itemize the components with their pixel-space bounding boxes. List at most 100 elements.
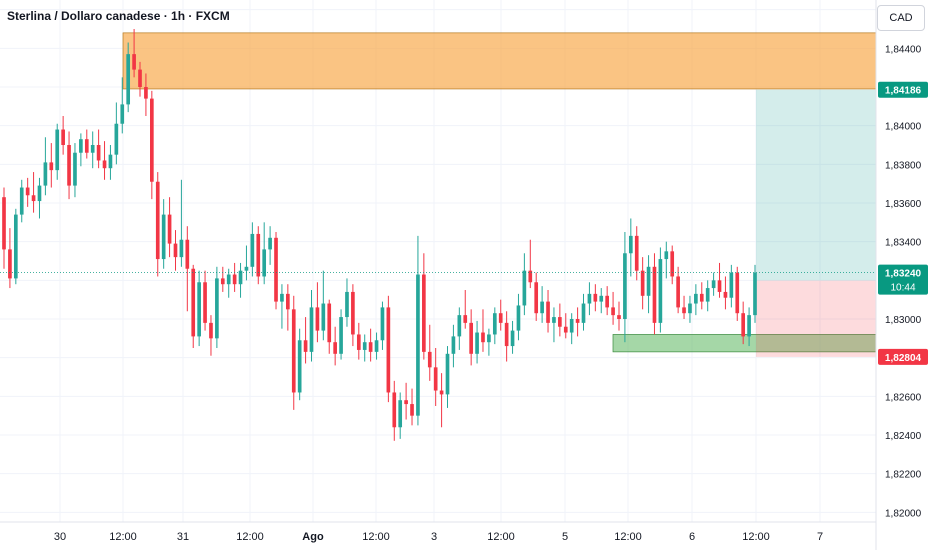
candle — [132, 29, 136, 78]
candle — [640, 257, 645, 310]
candle-body — [747, 315, 751, 337]
candle-body — [268, 237, 272, 250]
candle-body — [132, 54, 136, 70]
candle-body — [753, 272, 757, 316]
candle — [711, 272, 716, 296]
candle-body — [167, 214, 172, 244]
x-tick-label: 6 — [689, 531, 695, 543]
candle — [498, 299, 503, 331]
candle-body — [150, 98, 154, 182]
candle — [475, 320, 479, 364]
candle-body — [291, 309, 296, 393]
candle — [150, 90, 154, 200]
y-tick-label: 1,82200 — [885, 470, 922, 481]
candle — [723, 276, 728, 310]
y-tick-label: 1,83600 — [885, 199, 922, 210]
stop-price-tag: 1,82804 — [885, 353, 922, 364]
candle-body — [274, 237, 278, 302]
candle-body — [422, 274, 426, 352]
candle — [8, 228, 12, 289]
candle-body — [735, 272, 740, 314]
candle-body — [563, 326, 568, 333]
candle-body — [593, 293, 598, 302]
candle-body — [55, 129, 60, 171]
candle — [155, 172, 160, 277]
candle — [144, 73, 148, 116]
candle — [522, 253, 527, 316]
candle-body — [640, 270, 645, 296]
candle — [694, 284, 698, 316]
candle-body — [711, 280, 716, 289]
candle — [445, 346, 450, 408]
chart-title: Sterlina / Dollaro canadese · 1h · FXCM — [7, 9, 230, 23]
candle-body — [617, 315, 621, 319]
candle — [327, 299, 332, 354]
y-tick-label: 1,82000 — [885, 508, 922, 519]
candle-body — [262, 249, 267, 277]
candle — [581, 293, 586, 331]
candle-body — [374, 340, 379, 352]
candle — [729, 264, 734, 308]
candle-body — [587, 293, 592, 304]
x-tick-label: 3 — [431, 531, 437, 543]
candle-body — [688, 303, 692, 314]
candle-body — [73, 152, 77, 186]
candle-body — [197, 282, 201, 337]
candle-body — [510, 330, 515, 347]
candle-body — [463, 315, 468, 323]
candle-body — [345, 291, 349, 318]
candle — [658, 247, 663, 333]
candle-body — [623, 253, 627, 319]
candle — [599, 288, 604, 314]
candle — [274, 232, 278, 310]
candle-body — [179, 239, 184, 258]
candle — [333, 326, 337, 366]
candle-body — [220, 278, 225, 285]
target-price-tag-bg — [878, 81, 928, 98]
candle — [96, 129, 101, 169]
currency-selector[interactable]: CAD — [877, 5, 925, 31]
x-tick-label: 12:00 — [742, 531, 770, 543]
candle-body — [717, 280, 722, 292]
candle — [25, 177, 30, 207]
zone-supply — [122, 32, 877, 90]
candle — [55, 123, 60, 180]
y-tick-label: 1,84000 — [885, 122, 922, 133]
candle-body — [694, 293, 698, 304]
candle — [102, 141, 107, 180]
candle-body — [61, 129, 65, 145]
candle — [404, 382, 408, 420]
candle — [31, 172, 36, 213]
candle-body — [173, 243, 178, 258]
candle-body — [126, 54, 131, 105]
candle — [540, 286, 544, 323]
candle — [623, 232, 627, 343]
candle-body — [439, 390, 444, 395]
stop-price-tag-bg — [878, 348, 928, 365]
candle-body — [108, 154, 113, 169]
candle-body — [404, 400, 408, 405]
candle — [197, 270, 201, 347]
x-tick-label: 12:00 — [109, 531, 137, 543]
candle — [161, 199, 166, 269]
x-tick-label: Ago — [302, 531, 324, 543]
candle — [339, 309, 343, 360]
candle-body — [552, 317, 556, 323]
candle — [179, 179, 184, 267]
candle — [569, 313, 574, 345]
candle — [79, 133, 83, 167]
candle — [67, 131, 71, 200]
candle-body — [457, 315, 462, 337]
candle-body — [451, 336, 456, 354]
candle-body — [546, 301, 550, 323]
candle — [2, 187, 6, 269]
candle — [741, 301, 746, 345]
candle — [203, 270, 207, 331]
y-tick-label: 1,83000 — [885, 315, 922, 326]
x-tick-label: 12:00 — [487, 531, 515, 543]
candle-body — [280, 293, 284, 302]
candle — [717, 262, 722, 298]
candle — [244, 245, 249, 281]
candle — [427, 324, 432, 381]
